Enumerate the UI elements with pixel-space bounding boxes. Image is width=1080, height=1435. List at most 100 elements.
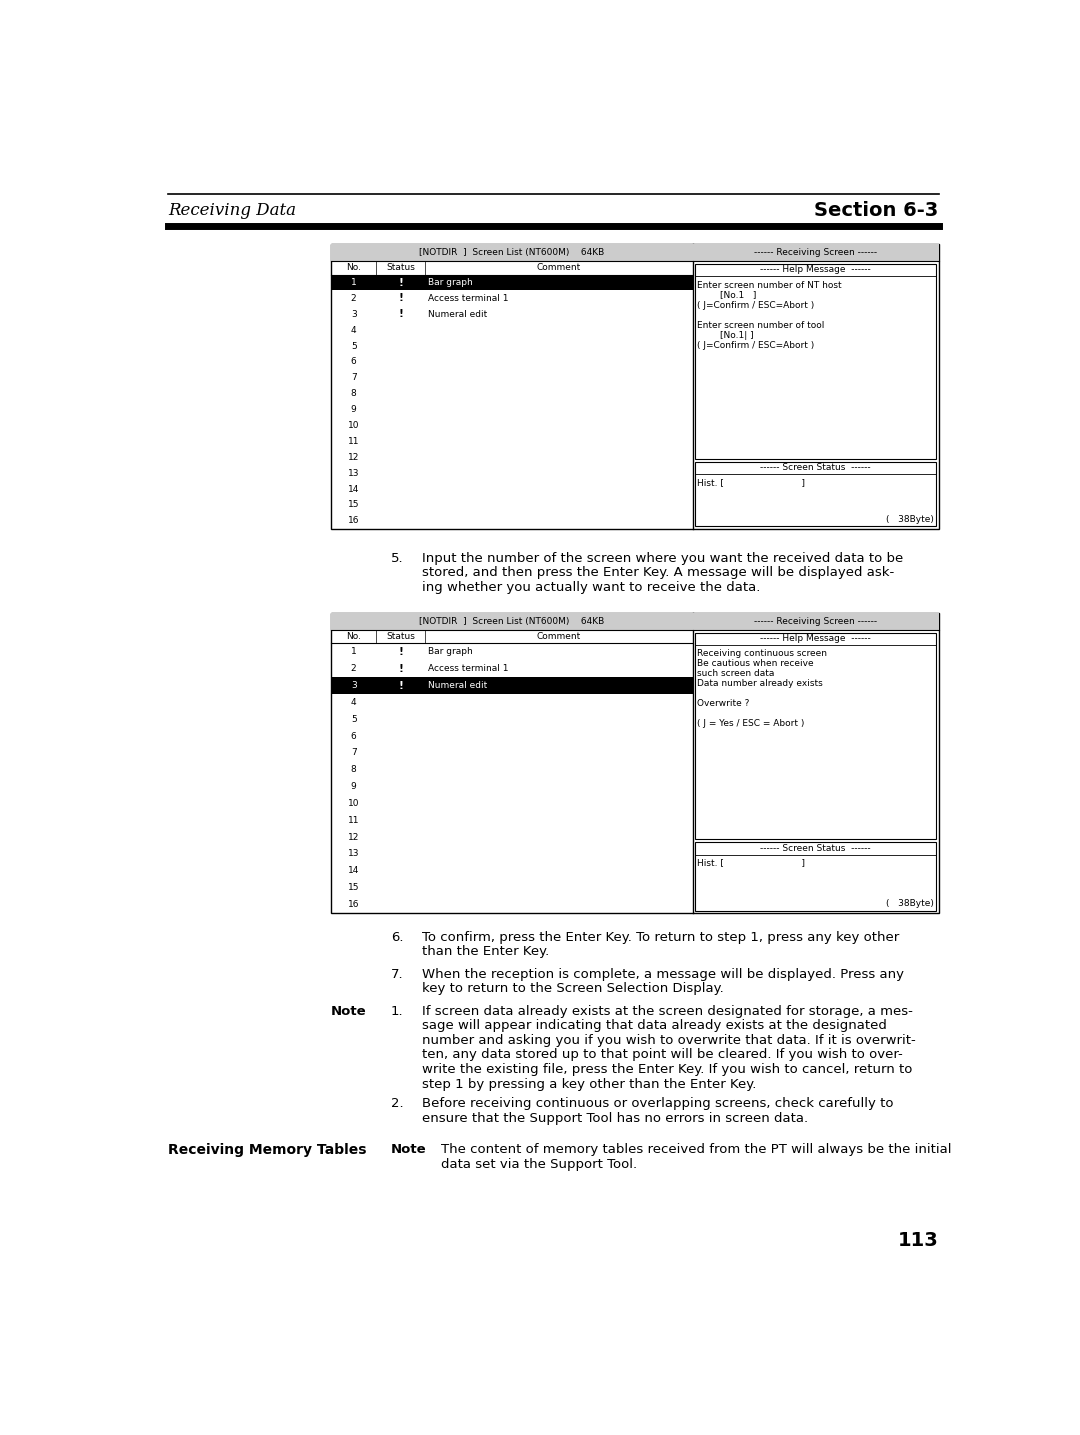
Text: 9: 9 <box>351 405 356 415</box>
Bar <box>694 633 936 839</box>
Text: Receiving Data: Receiving Data <box>168 202 296 220</box>
Text: 16: 16 <box>348 517 360 525</box>
Text: 15: 15 <box>348 883 360 893</box>
Text: Hist. [                           ]: Hist. [ ] <box>698 478 806 486</box>
Text: No.: No. <box>347 263 361 273</box>
Text: stored, and then press the Enter Key. A message will be displayed ask-: stored, and then press the Enter Key. A … <box>422 567 894 580</box>
Text: 10: 10 <box>348 799 360 808</box>
Text: Enter screen number of NT host: Enter screen number of NT host <box>698 280 842 290</box>
Text: 3: 3 <box>351 682 356 690</box>
Bar <box>332 677 692 695</box>
Text: Numeral edit: Numeral edit <box>428 310 487 319</box>
Text: Status: Status <box>387 263 415 273</box>
Text: Comment: Comment <box>537 263 581 273</box>
Bar <box>332 613 939 913</box>
Bar <box>332 613 692 630</box>
Text: !: ! <box>399 310 403 320</box>
Text: 6.: 6. <box>391 931 403 944</box>
Text: ( J = Yes / ESC = Abort ): ( J = Yes / ESC = Abort ) <box>698 719 805 729</box>
Text: ------ Receiving Screen ------: ------ Receiving Screen ------ <box>754 248 877 257</box>
Text: Comment: Comment <box>537 631 581 641</box>
Text: 13: 13 <box>348 850 360 858</box>
Bar <box>332 244 939 528</box>
Text: Bar graph: Bar graph <box>428 647 473 656</box>
Text: Section 6-3: Section 6-3 <box>814 201 939 220</box>
Text: ------ Screen Status  ------: ------ Screen Status ------ <box>760 464 870 472</box>
Text: [No.1| ]: [No.1| ] <box>698 330 754 340</box>
Bar <box>692 613 939 630</box>
Text: (   38Byte): ( 38Byte) <box>887 900 934 908</box>
Text: 7: 7 <box>351 749 356 758</box>
Text: If screen data already exists at the screen designated for storage, a mes-: If screen data already exists at the scr… <box>422 1004 913 1017</box>
Text: 11: 11 <box>348 817 360 825</box>
Text: !: ! <box>399 680 403 690</box>
Text: 12: 12 <box>348 453 360 462</box>
Text: 5: 5 <box>351 342 356 350</box>
Text: Hist. [                           ]: Hist. [ ] <box>698 858 806 868</box>
Bar <box>694 462 936 527</box>
Text: !: ! <box>399 293 403 303</box>
Text: ten, any data stored up to that point will be cleared. If you wish to over-: ten, any data stored up to that point wi… <box>422 1049 903 1062</box>
Text: data set via the Support Tool.: data set via the Support Tool. <box>441 1158 637 1171</box>
Text: Overwrite ?: Overwrite ? <box>698 699 750 709</box>
Text: 4: 4 <box>351 697 356 707</box>
Text: write the existing file, press the Enter Key. If you wish to cancel, return to: write the existing file, press the Enter… <box>422 1063 913 1076</box>
Text: !: ! <box>399 277 403 287</box>
Text: 2.: 2. <box>391 1096 403 1109</box>
Text: 14: 14 <box>348 867 360 875</box>
Text: 12: 12 <box>348 832 360 842</box>
Text: No.: No. <box>347 631 361 641</box>
Text: Be cautious when receive: Be cautious when receive <box>698 659 814 669</box>
Text: ( J=Confirm / ESC=Abort ): ( J=Confirm / ESC=Abort ) <box>698 340 814 350</box>
Bar <box>332 274 692 290</box>
Bar <box>332 244 692 261</box>
Text: ensure that the Support Tool has no errors in screen data.: ensure that the Support Tool has no erro… <box>422 1112 808 1125</box>
Text: 13: 13 <box>348 469 360 478</box>
Text: 8: 8 <box>351 765 356 775</box>
Text: When the reception is complete, a message will be displayed. Press any: When the reception is complete, a messag… <box>422 967 904 980</box>
Text: 2: 2 <box>351 294 356 303</box>
Text: 7.: 7. <box>391 967 403 980</box>
Text: Receiving continuous screen: Receiving continuous screen <box>698 649 827 659</box>
Text: 10: 10 <box>348 420 360 430</box>
Text: ------ Help Message  ------: ------ Help Message ------ <box>760 265 870 274</box>
Text: 2: 2 <box>351 664 356 673</box>
Text: number and asking you if you wish to overwrite that data. If it is overwrit-: number and asking you if you wish to ove… <box>422 1033 916 1046</box>
Text: Access terminal 1: Access terminal 1 <box>428 294 509 303</box>
Text: ------ Screen Status  ------: ------ Screen Status ------ <box>760 844 870 852</box>
Text: ------ Receiving Screen ------: ------ Receiving Screen ------ <box>754 617 877 626</box>
Text: The content of memory tables received from the PT will always be the initial: The content of memory tables received fr… <box>441 1144 951 1157</box>
Text: 11: 11 <box>348 436 360 446</box>
Text: 6: 6 <box>351 357 356 366</box>
Text: sage will appear indicating that data already exists at the designated: sage will appear indicating that data al… <box>422 1019 887 1032</box>
Text: Receiving Memory Tables: Receiving Memory Tables <box>168 1144 367 1157</box>
Text: 3: 3 <box>351 310 356 319</box>
Text: ( J=Confirm / ESC=Abort ): ( J=Confirm / ESC=Abort ) <box>698 300 814 310</box>
Text: [NOTDIR  ]  Screen List (NT600M)    64KB: [NOTDIR ] Screen List (NT600M) 64KB <box>419 248 605 257</box>
Text: !: ! <box>399 664 403 673</box>
Text: Status: Status <box>387 631 415 641</box>
Text: 8: 8 <box>351 389 356 399</box>
Text: Note: Note <box>391 1144 427 1157</box>
Text: 16: 16 <box>348 900 360 908</box>
Text: 113: 113 <box>897 1231 939 1250</box>
Text: Enter screen number of tool: Enter screen number of tool <box>698 320 825 330</box>
Text: 5: 5 <box>351 715 356 723</box>
Text: Note: Note <box>332 1004 367 1017</box>
Text: !: ! <box>399 647 403 657</box>
Text: Data number already exists: Data number already exists <box>698 679 823 689</box>
Text: [No.1   ]: [No.1 ] <box>698 290 757 300</box>
Text: [NOTDIR  ]  Screen List (NT600M)    64KB: [NOTDIR ] Screen List (NT600M) 64KB <box>419 617 605 626</box>
Bar <box>694 264 936 459</box>
Bar <box>694 842 936 911</box>
Text: 1.: 1. <box>391 1004 403 1017</box>
Text: than the Enter Key.: than the Enter Key. <box>422 946 549 959</box>
Text: key to return to the Screen Selection Display.: key to return to the Screen Selection Di… <box>422 982 724 996</box>
Text: step 1 by pressing a key other than the Enter Key.: step 1 by pressing a key other than the … <box>422 1078 756 1091</box>
Text: 7: 7 <box>351 373 356 382</box>
Text: Access terminal 1: Access terminal 1 <box>428 664 509 673</box>
Text: such screen data: such screen data <box>698 669 774 679</box>
Text: 4: 4 <box>351 326 356 334</box>
Text: Bar graph: Bar graph <box>428 278 473 287</box>
Text: 6: 6 <box>351 732 356 740</box>
